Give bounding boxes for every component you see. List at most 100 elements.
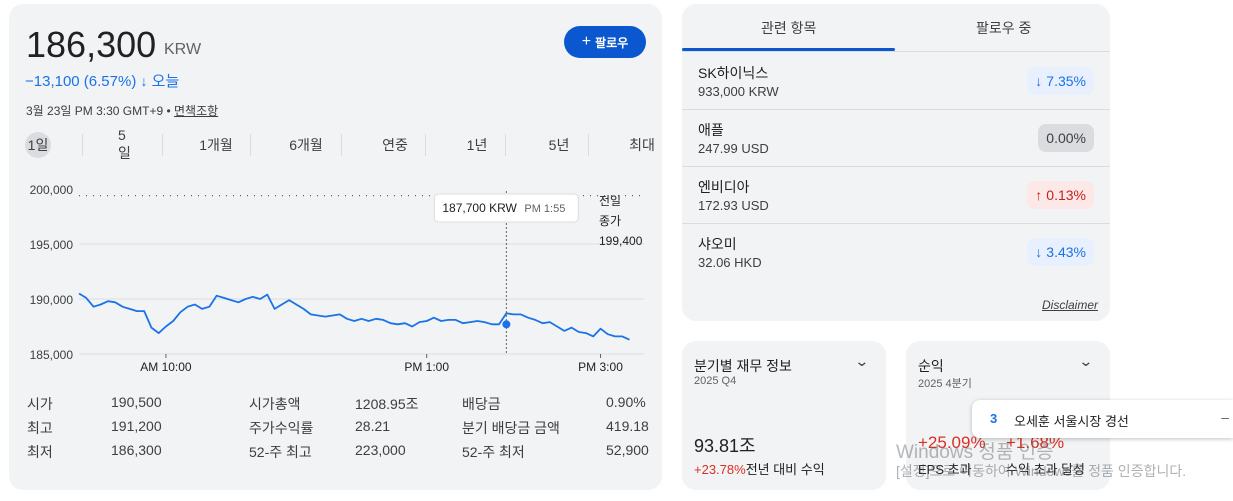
range-divider — [425, 134, 426, 156]
related-item-price: 172.93 USD — [698, 198, 769, 213]
trending-rank: 3 — [990, 411, 998, 426]
related-item-name: 샤오미 — [698, 236, 737, 252]
y-tick-label: 200,000 — [30, 183, 74, 197]
range-1m[interactable]: 1개월 — [199, 137, 233, 153]
stat-value: 1208.95조 — [355, 396, 419, 412]
change-value: 7.35% — [1046, 73, 1086, 89]
hover-point — [502, 320, 511, 329]
revenue-beat-label: 수익 초과 달성 — [1006, 462, 1085, 477]
quarterly-financials-card[interactable]: 분기별 재무 정보 2025 Q4 ⌄ 93.81조 +23.78%전년 대비 … — [682, 341, 886, 490]
range-divider — [162, 134, 163, 156]
related-item[interactable]: SK하이닉스 933,000 KRW ↓ 7.35% — [682, 53, 1110, 110]
y-tick-label: 190,000 — [30, 293, 74, 307]
chevron-down-icon[interactable]: ⌄ — [1078, 353, 1094, 369]
range-divider — [341, 134, 342, 156]
follow-button-label: 팔로우 — [595, 35, 629, 50]
stat-label: 시가 — [27, 396, 53, 412]
quote-timestamp: 3월 23일 PM 3:30 GMT+9 • 면책조항 — [26, 102, 218, 119]
stat-label: 52-주 최고 — [249, 444, 312, 460]
related-item-price: 247.99 USD — [698, 141, 769, 156]
change-badge: ↑ 0.13% — [1027, 181, 1094, 209]
tooltip-box — [433, 193, 579, 223]
related-item-price: 32.06 HKD — [698, 255, 762, 270]
range-divider — [250, 134, 251, 156]
range-1y[interactable]: 1년 — [466, 137, 488, 153]
price-change-period: 오늘 — [151, 73, 180, 90]
related-item-name: SK하이닉스 — [698, 65, 769, 81]
stat-row: 최고 191,200 주가수익률 28.21 분기 배당금 금액 419.18 — [27, 416, 652, 440]
change-value: 0.00% — [1046, 130, 1086, 146]
x-tick-label: AM 10:00 — [140, 360, 192, 374]
active-tab-indicator — [682, 48, 895, 51]
stat-label: 배당금 — [462, 396, 501, 412]
stat-label: 52-주 최저 — [462, 444, 525, 460]
stat-row: 시가 190,500 시가총액 1208.95조 배당금 0.90% — [27, 392, 652, 416]
price-change: −13,100 (6.57%) ↓ 오늘 — [25, 70, 179, 91]
range-divider — [82, 134, 83, 156]
x-tick-label: PM 1:00 — [404, 360, 449, 374]
range-divider — [588, 134, 589, 156]
tooltip-value: 187,700 KRW — [442, 201, 517, 215]
quote-card: 186,300 KRW −13,100 (6.57%) ↓ 오늘 3월 23일 … — [9, 4, 662, 490]
previous-close-label: 전일 — [599, 194, 621, 208]
stat-label: 최저 — [27, 444, 53, 460]
price-change-value: −13,100 (6.57%) — [25, 73, 137, 90]
change-value: 3.43% — [1046, 244, 1086, 260]
y-tick-label: 195,000 — [30, 238, 74, 252]
activation-watermark-text: [설정]으로 이동하여 Windows를 정품 인증합니다. — [896, 463, 1187, 479]
change-badge: ↓ 7.35% — [1027, 67, 1094, 95]
range-divider — [505, 134, 506, 156]
related-item[interactable]: 애플 247.99 USD 0.00% — [682, 110, 1110, 167]
range-max[interactable]: 최대 — [629, 137, 655, 153]
minimize-icon[interactable]: – — [1221, 409, 1229, 425]
disclaimer-link[interactable]: 면책조항 — [174, 104, 219, 118]
range-ytd[interactable]: 연중 — [382, 137, 408, 153]
chevron-down-icon[interactable]: ⌄ — [854, 353, 870, 369]
y-tick-label: 185,000 — [30, 348, 74, 362]
related-item-name: 애플 — [698, 122, 724, 138]
stat-value: 190,500 — [111, 394, 162, 410]
range-1d[interactable]: 1일 — [25, 132, 51, 158]
stat-label: 최고 — [27, 420, 53, 436]
card-period: 2025 4분기 — [918, 378, 972, 390]
stat-row: 최저 186,300 52-주 최고 223,000 52-주 최저 52,900 — [27, 440, 652, 464]
range-5d[interactable]: 5일 — [118, 127, 131, 161]
follow-button[interactable]: + 팔로우 — [564, 26, 646, 58]
x-tick-label: PM 3:00 — [578, 360, 623, 374]
change-badge: 0.00% — [1038, 124, 1094, 152]
revenue-change: +23.78%전년 대비 수익 — [694, 459, 825, 478]
disclaimer-link[interactable]: Disclaimer — [1041, 298, 1098, 312]
eps-change: +25.09% — [918, 433, 986, 452]
current-price: 186,300 — [26, 24, 157, 65]
related-item-name: 엔비디아 — [698, 179, 750, 195]
stat-value: 52,900 — [606, 442, 649, 458]
range-5y[interactable]: 5년 — [548, 137, 570, 153]
plus-icon: + — [581, 33, 592, 50]
related-tabs: 관련 항목 팔로우 중 — [682, 4, 1110, 52]
tooltip-time: PM 1:55 — [524, 203, 565, 215]
trending-popup[interactable]: 3 오세훈 서울시장 경선 – — [972, 400, 1233, 438]
card-title: 순익 — [918, 358, 944, 374]
previous-close-label: 199,400 — [599, 234, 643, 248]
related-item[interactable]: 엔비디아 172.93 USD ↑ 0.13% — [682, 167, 1110, 224]
trending-text[interactable]: 오세훈 서울시장 경선 — [1014, 414, 1129, 429]
arrow-up-icon: ↑ — [1035, 187, 1043, 203]
range-selector: 1일 5일 1개월 6개월 연중 1년 5년 최대 — [23, 127, 655, 161]
price-line — [78, 292, 630, 341]
tab-following[interactable]: 팔로우 중 — [976, 20, 1032, 36]
revenue-change-value: +23.78% — [694, 462, 746, 477]
range-6m[interactable]: 6개월 — [289, 137, 323, 153]
card-period: 2025 Q4 — [694, 375, 737, 387]
related-item[interactable]: 샤오미 32.06 HKD ↓ 3.43% — [682, 224, 1110, 281]
change-badge: ↓ 3.43% — [1027, 238, 1094, 266]
arrow-down-icon: ↓ — [140, 73, 148, 89]
stat-value: 186,300 — [111, 442, 162, 458]
eps-label: EPS 초과 — [918, 462, 972, 477]
stat-value: 0.90% — [606, 394, 646, 410]
related-card: 관련 항목 팔로우 중 SK하이닉스 933,000 KRW ↓ 7.35% 애플 247… — [682, 4, 1110, 321]
revenue-value: 93.81조 — [694, 436, 756, 456]
revenue-change-text: 전년 대비 수익 — [745, 462, 825, 477]
tab-related[interactable]: 관련 항목 — [761, 20, 817, 36]
stat-label: 분기 배당금 금액 — [462, 420, 560, 436]
